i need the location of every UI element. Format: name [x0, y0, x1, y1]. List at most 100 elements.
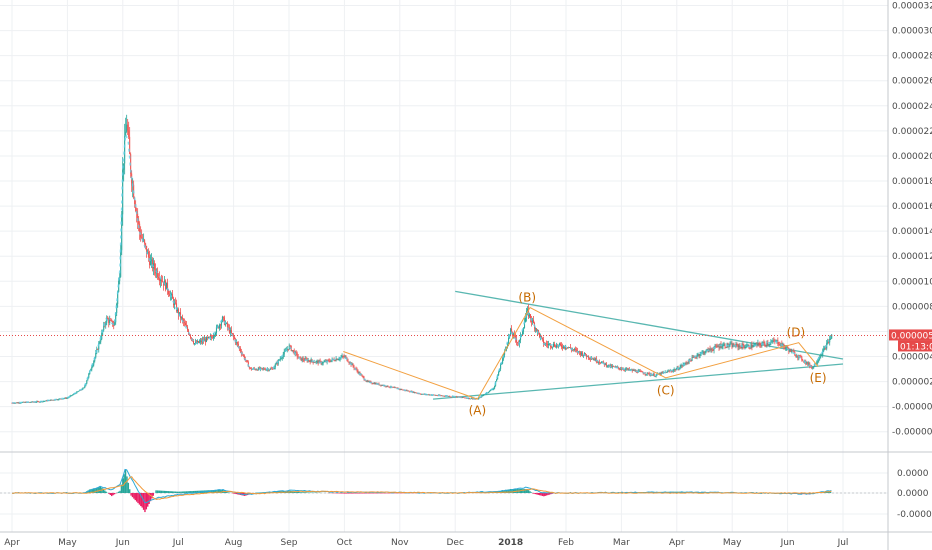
candle-body	[78, 390, 80, 392]
candle-body	[145, 243, 147, 246]
indicator-axis-tick-label[interactable]: 0.0000	[897, 469, 929, 479]
time-axis-tick-label[interactable]: Apr	[669, 538, 685, 548]
trendline-lower[interactable]	[432, 363, 844, 400]
candle-body	[672, 370, 674, 372]
price-axis-tick-label[interactable]: 0.00000400	[892, 353, 932, 363]
candle-body	[617, 366, 619, 368]
price-axis-tick-label[interactable]: 0.00002000	[892, 152, 932, 162]
price-axis-tick-label[interactable]: 0.00001600	[892, 202, 932, 212]
candle-body	[587, 355, 589, 358]
time-axis-labels[interactable]: Apr May Jun Jul Aug Sep Oct Nov Dec 2018 Feb Mar Apr…	[4, 538, 848, 548]
candle-body	[256, 369, 258, 371]
price-axis-tick-label[interactable]: -0.00000200	[892, 428, 932, 438]
time-axis-tick-label[interactable]: 2018	[498, 538, 523, 548]
candle-body	[592, 359, 594, 360]
candle-body	[737, 344, 739, 348]
candle-body	[703, 351, 705, 354]
candle-body	[753, 344, 755, 347]
candle-body	[386, 385, 388, 387]
indicator-axis-tick-label[interactable]: -0.0000	[897, 510, 932, 520]
candle-body	[413, 391, 415, 393]
candle-body	[169, 293, 171, 297]
candle-body	[680, 365, 682, 367]
candle-body	[361, 374, 363, 376]
candle-body	[706, 349, 708, 351]
candle-body	[667, 370, 669, 372]
candle-body	[93, 360, 95, 365]
time-axis-tick-label[interactable]: Apr	[4, 538, 20, 548]
wave-label: (B)	[518, 291, 536, 305]
time-axis-tick-label[interactable]: May	[723, 538, 742, 548]
candle-body	[379, 384, 381, 386]
candle-body	[184, 322, 186, 324]
candle-body	[560, 344, 562, 347]
price-axis-tick-label[interactable]: 0.00000800	[892, 302, 932, 312]
price-axis-tick-label[interactable]: 0.00002800	[892, 52, 932, 62]
candle-body	[100, 338, 102, 342]
candle-body	[580, 352, 582, 355]
price-axis-tick-label[interactable]: 0.00001800	[892, 177, 932, 187]
time-axis-tick-label[interactable]: Oct	[337, 538, 353, 548]
candle-body	[507, 343, 509, 347]
candle-body	[289, 345, 291, 347]
time-axis-tick-label[interactable]: Jul	[172, 538, 184, 548]
time-axis-tick-label[interactable]: May	[58, 538, 77, 548]
time-axis-tick-label[interactable]: Jun	[780, 538, 795, 548]
candle-body	[817, 361, 819, 363]
candle-body	[107, 317, 109, 320]
time-axis-tick-label[interactable]: Jul	[837, 538, 849, 548]
candle-body	[569, 347, 571, 349]
candle-body	[654, 376, 656, 377]
candle-body	[500, 364, 502, 369]
candle-body	[221, 316, 223, 322]
time-axis-tick-label[interactable]: Jun	[115, 538, 130, 548]
price-axis-labels[interactable]: 0.00003200 0.00003000 0.00002800 0.00002600…	[892, 2, 932, 520]
candle-body	[299, 356, 301, 358]
candle-body	[596, 361, 598, 363]
price-series-line[interactable]	[11, 134, 830, 404]
candle-body	[416, 392, 418, 394]
candle-body	[482, 395, 484, 397]
candle-body	[131, 173, 133, 186]
indicator-axis-tick-label[interactable]: 0.0000	[897, 489, 929, 499]
candle-body	[19, 402, 21, 404]
candle-body	[581, 352, 583, 356]
price-axis-tick-label[interactable]: 0.00002200	[892, 127, 932, 137]
price-axis-tick-label[interactable]: 0.00001000	[892, 277, 932, 287]
wave-label: (A)	[469, 403, 487, 417]
price-axis-tick-label[interactable]: 0.00001200	[892, 252, 932, 262]
candle-body	[387, 385, 389, 387]
candle-body	[793, 351, 795, 353]
time-axis-tick-label[interactable]: Nov	[391, 538, 409, 548]
candle-body	[813, 366, 815, 368]
time-axis-tick-label[interactable]: Feb	[558, 538, 574, 548]
time-axis-tick-label[interactable]: Aug	[225, 538, 243, 548]
price-axis-tick-label[interactable]: 0.00002400	[892, 102, 932, 112]
candle-body	[611, 366, 613, 368]
candle-body	[414, 392, 416, 394]
candle-body	[816, 362, 818, 364]
candle-body	[579, 352, 581, 355]
candle-body	[807, 362, 809, 365]
price-axis-tick-label[interactable]: 0.00000200	[892, 378, 932, 388]
candle-body	[283, 351, 285, 355]
candle-body	[323, 361, 325, 363]
candle-body	[219, 324, 221, 326]
price-axis-tick-label[interactable]: 0.00002600	[892, 77, 932, 87]
time-axis-tick-label[interactable]: Mar	[613, 538, 630, 548]
time-axis-tick-label[interactable]: Sep	[281, 538, 298, 548]
price-axis-tick-label[interactable]: 0.00003200	[892, 2, 932, 12]
candle-body	[510, 328, 512, 335]
candle-body	[124, 136, 126, 164]
price-axis-tick-label[interactable]: -0.00000000	[892, 403, 932, 413]
candle-body	[536, 328, 538, 332]
candle-body	[278, 359, 280, 361]
time-axis-tick-label[interactable]: Dec	[446, 538, 463, 548]
wave-path[interactable]	[343, 306, 819, 400]
candle-body	[827, 341, 829, 344]
price-axis-tick-label[interactable]: 0.00003000	[892, 27, 932, 37]
price-axis-tick-label[interactable]: 0.00001400	[892, 227, 932, 237]
candle-body	[407, 390, 409, 392]
signal-line[interactable]	[11, 476, 832, 501]
